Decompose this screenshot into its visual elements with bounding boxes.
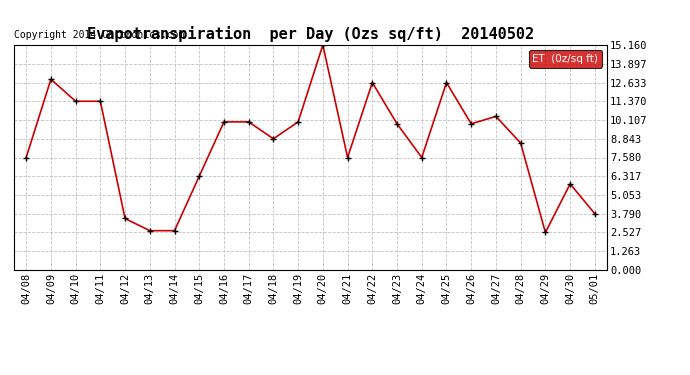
Legend: ET  (0z/sq ft): ET (0z/sq ft) xyxy=(529,50,602,68)
Text: Copyright 2014 Cartronics.com: Copyright 2014 Cartronics.com xyxy=(14,30,184,40)
Title: Evapotranspiration  per Day (Ozs sq/ft)  20140502: Evapotranspiration per Day (Ozs sq/ft) 2… xyxy=(87,27,534,42)
